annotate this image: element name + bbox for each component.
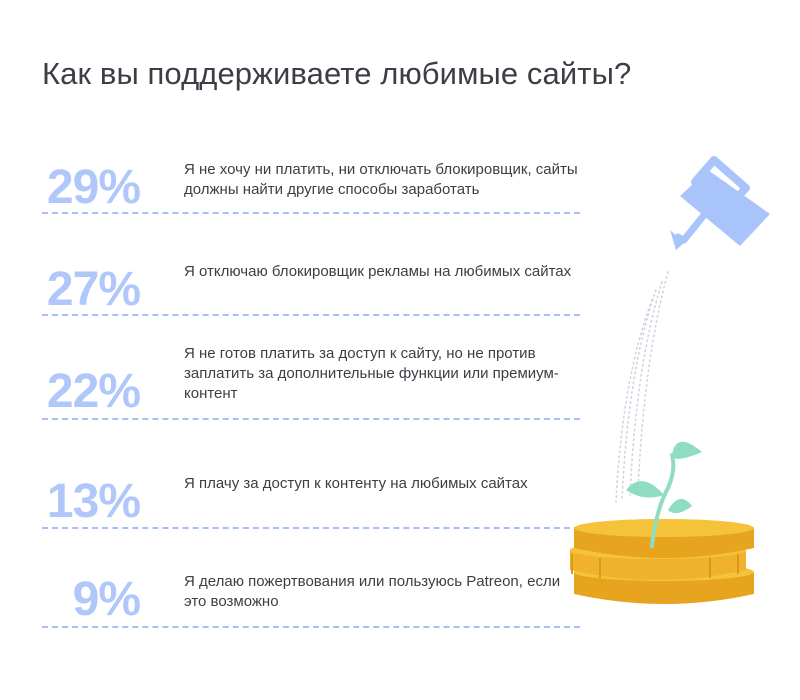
watering-can-icon bbox=[670, 156, 770, 250]
stat-description: Я отключаю блокировщик рекламы на любимы… bbox=[184, 263, 572, 280]
stat-description: Я не готов платить за доступ к сайту, но… bbox=[184, 345, 559, 402]
stat-description: Я делаю пожертвования или пользуюсь Patr… bbox=[184, 573, 561, 610]
row-separator bbox=[42, 212, 580, 214]
stat-percent: 27% bbox=[46, 263, 141, 316]
chart-title: Как вы поддерживаете любимые сайты? bbox=[42, 56, 632, 91]
stat-description: Я не хочу ни платить, ни отключать блоки… bbox=[184, 161, 578, 198]
growth-illustration bbox=[570, 156, 770, 604]
stat-percent: 22% bbox=[46, 365, 141, 418]
water-drops-icon bbox=[615, 271, 669, 503]
row-separator bbox=[42, 626, 580, 628]
row-separator bbox=[42, 527, 580, 529]
stat-percent: 9% bbox=[72, 573, 141, 626]
sprout-icon bbox=[626, 441, 702, 548]
coin-stack-icon bbox=[570, 519, 754, 604]
row-separator bbox=[42, 418, 580, 420]
stat-description: Я плачу за доступ к контенту на любимых … bbox=[184, 475, 528, 492]
stat-percent: 13% bbox=[46, 475, 141, 528]
stat-percent: 29% bbox=[46, 161, 141, 214]
row-separator bbox=[42, 314, 580, 316]
